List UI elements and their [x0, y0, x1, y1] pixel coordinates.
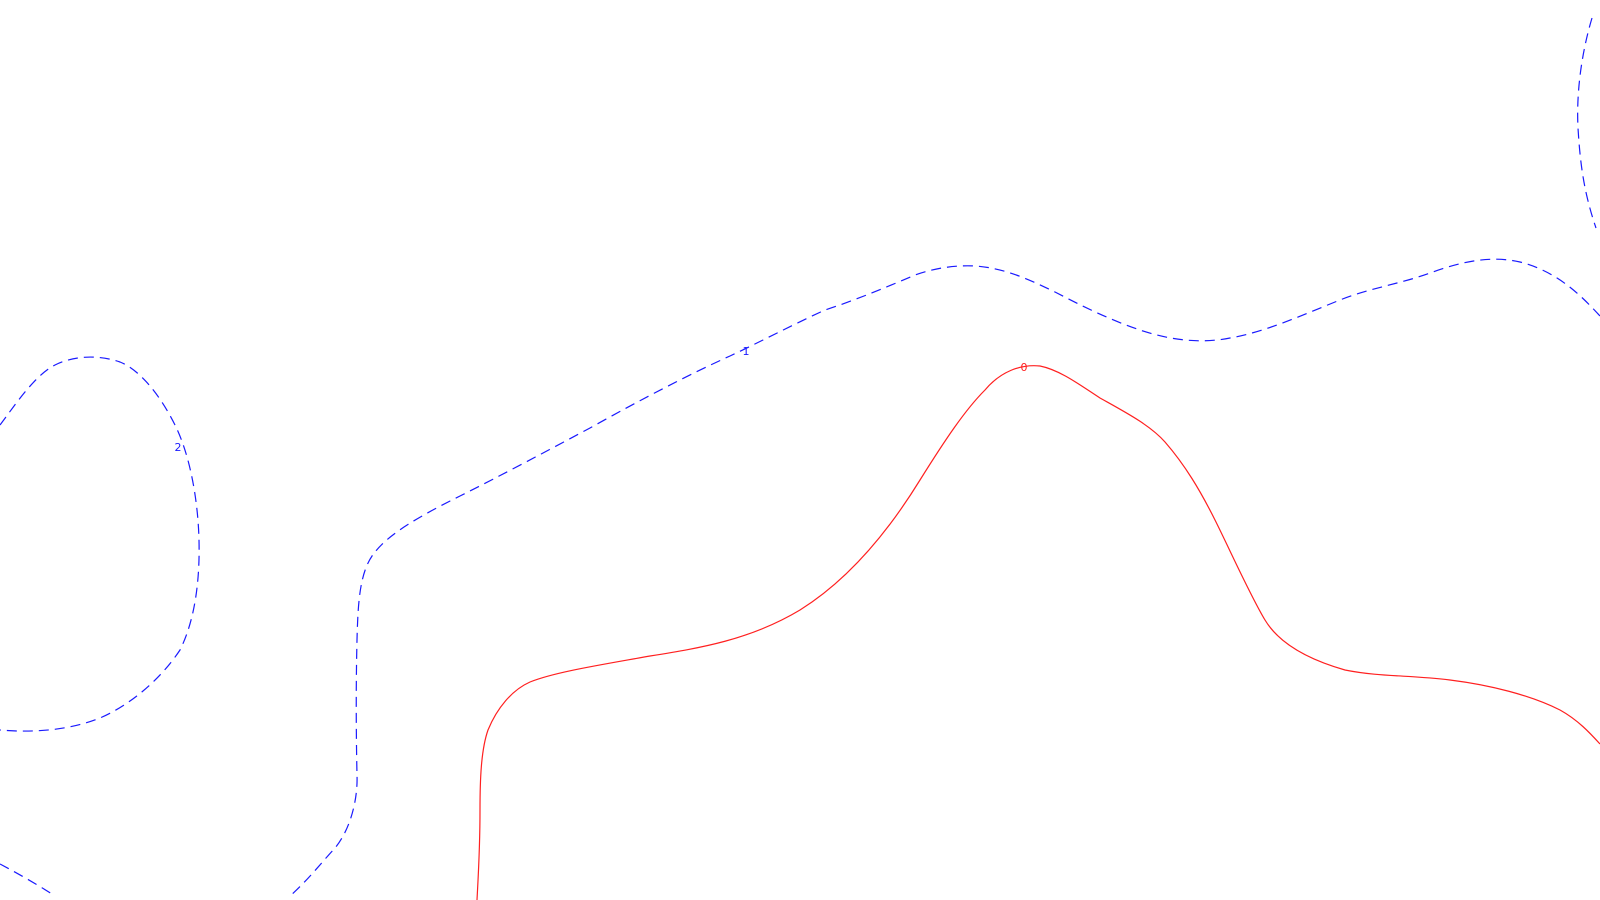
contour-line-lower-left [0, 863, 56, 897]
contour-line-level-0 [476, 365, 1600, 900]
contour-label-level-2: 2 [175, 441, 182, 454]
contour-line-level-2 [0, 356, 200, 732]
contour-label-level-0: 0 [1021, 361, 1028, 374]
contour-label-level-1: 1 [743, 345, 750, 358]
contour-line-level-1 [289, 258, 1600, 897]
contour-line-right-edge [1577, 17, 1597, 229]
